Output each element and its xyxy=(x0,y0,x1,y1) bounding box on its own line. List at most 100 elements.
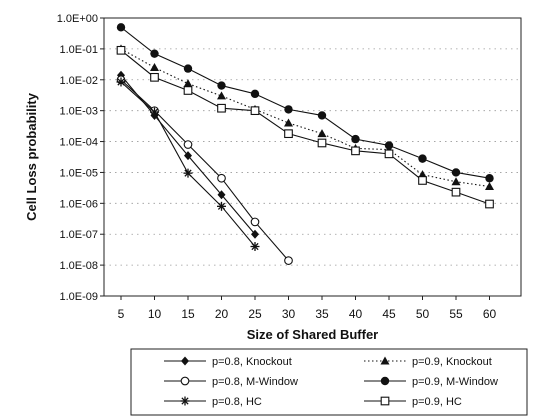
data-point xyxy=(183,64,193,73)
series-layer xyxy=(116,23,494,265)
legend-item-p-0-8-hc: p=0.8, HC xyxy=(164,396,262,408)
data-point xyxy=(183,86,193,95)
x-tick-label: 35 xyxy=(315,307,329,321)
data-point xyxy=(250,89,260,99)
x-tick-label: 15 xyxy=(181,307,195,321)
data-point xyxy=(150,49,159,58)
x-tick-label: 60 xyxy=(483,307,497,321)
y-tick-label: 1.0E-06 xyxy=(59,198,98,210)
series-p-0-9-hc xyxy=(116,45,494,209)
series-line-p-0-9-hc xyxy=(120,49,490,205)
data-point xyxy=(217,103,226,113)
x-tick-label: 40 xyxy=(349,307,363,321)
legend-item-p-0-9-m-window: p=0.9, M-Window xyxy=(364,376,498,388)
data-point xyxy=(116,77,126,87)
x-tick-label: 55 xyxy=(449,307,463,321)
data-point xyxy=(384,141,394,150)
data-point xyxy=(485,182,494,191)
legend-items: p=0.8, Knockout p=0.9, Knockout p=0.8, M-W… xyxy=(164,356,498,408)
data-point xyxy=(351,146,360,156)
data-point xyxy=(351,134,360,144)
data-point xyxy=(317,111,327,120)
data-point xyxy=(150,62,159,71)
legend-item-p-0-9-hc: p=0.9, HC xyxy=(364,396,462,408)
data-point xyxy=(150,107,159,117)
series-line-p-0-9-m-window xyxy=(120,26,490,179)
legend-marker xyxy=(380,356,390,365)
data-point xyxy=(250,242,260,252)
series-p-0-9-m-window xyxy=(116,23,494,183)
data-point xyxy=(451,187,461,197)
x-tick-label: 50 xyxy=(416,307,430,321)
legend-item-p-0-8-knockout: p=0.8, Knockout xyxy=(164,356,292,368)
data-point xyxy=(250,217,260,227)
legend-marker xyxy=(180,396,190,406)
data-point xyxy=(250,106,260,116)
legend-marker xyxy=(380,396,390,406)
data-point xyxy=(183,140,193,149)
data-point xyxy=(116,45,126,55)
data-point xyxy=(451,168,461,177)
y-tick-label: 1.0E-05 xyxy=(59,167,98,179)
y-tick-label: 1.0E-07 xyxy=(59,229,98,241)
plot-frame xyxy=(103,17,522,297)
x-tick-label: 5 xyxy=(118,307,125,321)
legend-marker xyxy=(180,376,190,386)
y-tick-label: 1.0E-01 xyxy=(59,44,98,56)
legend-label: p=0.8, M-Window xyxy=(212,376,298,388)
y-tick-label: 1.0E-09 xyxy=(59,291,98,303)
series-p-0-8-hc xyxy=(116,77,260,252)
data-point xyxy=(217,190,226,200)
legend-marker xyxy=(380,376,390,386)
series-line-p-0-8-hc xyxy=(120,81,256,247)
y-tick-label: 1.0E-04 xyxy=(59,137,98,149)
data-point xyxy=(384,149,394,159)
y-tick-label: 1.0E-08 xyxy=(59,260,98,272)
data-point xyxy=(451,177,461,186)
legend-label: p=0.8, Knockout xyxy=(212,356,292,368)
data-point xyxy=(217,173,226,183)
gridlines xyxy=(104,48,521,266)
data-point xyxy=(217,201,226,211)
data-point xyxy=(284,118,293,127)
y-tick-label: 1.0E+00 xyxy=(57,13,98,25)
data-point xyxy=(317,138,327,148)
data-point xyxy=(485,174,494,183)
data-point xyxy=(217,91,226,100)
x-tick-label: 25 xyxy=(248,307,262,321)
data-point xyxy=(317,129,327,138)
data-point xyxy=(284,256,293,265)
y-tick-label: 1.0E-02 xyxy=(59,75,98,87)
y-axis-title: Cell Loss probability xyxy=(24,92,39,221)
x-tick-label: 10 xyxy=(148,307,162,321)
x-axis-title: Size of Shared Buffer xyxy=(247,327,378,342)
x-tick-label: 20 xyxy=(215,307,229,321)
legend: p=0.8, Knockout p=0.9, Knockout p=0.8, M-W… xyxy=(130,348,528,416)
data-point xyxy=(251,229,259,239)
legend-item-p-0-9-knockout: p=0.9, Knockout xyxy=(364,356,492,368)
legend-label: p=0.9, M-Window xyxy=(412,376,498,388)
series-p-0-8-m-window xyxy=(116,75,293,265)
y-axis-ticks: 1.0E+00 1.0E-01 1.0E-02 1.0E-03 1.0E-04 1.0E-… xyxy=(57,13,104,303)
series-p-0-9-knockout xyxy=(116,44,494,191)
legend-box xyxy=(130,348,528,416)
data-point xyxy=(418,154,427,163)
data-point xyxy=(284,105,293,114)
data-point xyxy=(183,79,193,88)
data-point xyxy=(217,81,226,90)
legend-item-p-0-8-m-window: p=0.8, M-Window xyxy=(164,376,298,388)
data-point xyxy=(485,199,494,209)
x-tick-label: 30 xyxy=(282,307,296,321)
y-tick-label: 1.0E-03 xyxy=(59,106,98,118)
x-axis-ticks: 5 10 15 20 25 30 35 40 45 50 55 60 xyxy=(118,296,497,321)
legend-label: p=0.9, Knockout xyxy=(412,356,492,368)
data-point xyxy=(183,168,193,178)
series-line-p-0-8-m-window xyxy=(120,79,289,261)
data-point xyxy=(284,129,293,139)
legend-marker xyxy=(181,356,189,366)
series-line-p-0-9-knockout xyxy=(120,48,490,188)
x-tick-label: 45 xyxy=(382,307,396,321)
data-point xyxy=(150,72,159,82)
data-point xyxy=(184,151,192,161)
